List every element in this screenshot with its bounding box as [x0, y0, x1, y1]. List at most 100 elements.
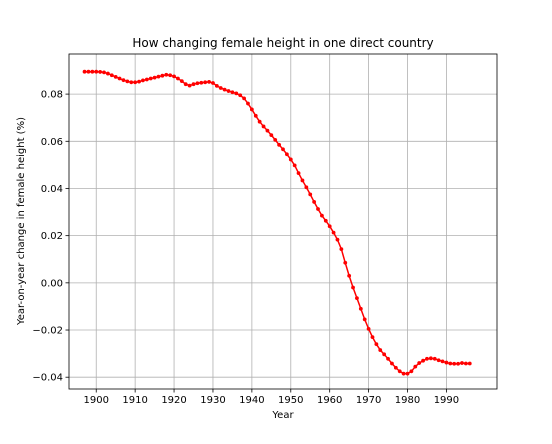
data-point: [257, 119, 262, 124]
data-point: [211, 81, 215, 85]
series-line: [84, 70, 470, 375]
data-point: [312, 200, 317, 204]
data-point: [425, 356, 429, 361]
data-point: [355, 296, 359, 301]
data-point: [222, 87, 227, 92]
data-point: [358, 306, 363, 311]
data-point: [238, 93, 243, 98]
data-point: [467, 361, 472, 366]
plot-frame: [68, 53, 498, 390]
data-point: [335, 237, 340, 242]
data-point: [273, 137, 278, 142]
x-tick-label: 1960: [317, 395, 342, 406]
data-point: [405, 371, 410, 376]
x-axis: 1900 1910 1920 1930 1940 1950 1960 1970 1980 1990: [84, 389, 459, 406]
data-point: [141, 78, 145, 83]
data-point: [234, 91, 239, 96]
data-point: [183, 82, 188, 87]
data-point: [339, 247, 344, 252]
data-point: [444, 360, 449, 365]
x-tick-label: 1910: [122, 395, 147, 406]
data-point: [90, 69, 95, 74]
data-point: [203, 80, 208, 85]
data-point: [320, 213, 324, 218]
data-point: [440, 359, 445, 364]
data-point: [187, 83, 192, 88]
data-point: [409, 369, 414, 374]
data-point: [374, 342, 379, 347]
data-point: [230, 90, 235, 95]
data-point: [331, 230, 336, 235]
data-point: [179, 79, 184, 84]
data-point: [393, 365, 398, 370]
data-point: [288, 157, 293, 162]
data-point: [432, 356, 437, 361]
data-point: [168, 73, 173, 78]
data-point: [351, 285, 355, 290]
data-point: [300, 178, 305, 183]
x-axis-label: Year: [271, 410, 294, 421]
data-point: [102, 70, 106, 75]
data-point: [176, 76, 180, 81]
x-tick-label: 1930: [200, 395, 225, 406]
y-tick-label: −0.02: [32, 326, 63, 337]
data-point: [428, 356, 433, 361]
data-point: [390, 361, 394, 366]
data-point: [218, 86, 223, 90]
data-point: [296, 171, 301, 176]
data-point: [413, 364, 418, 369]
data-point: [366, 326, 371, 331]
data-point: [421, 358, 425, 363]
data-point: [148, 76, 153, 81]
y-tick-label: 0.02: [41, 231, 63, 242]
y-tick-label: 0.08: [41, 90, 63, 101]
data-point: [281, 147, 285, 152]
data-point: [261, 124, 266, 129]
y-tick-label: 0.04: [41, 184, 63, 195]
data-point: [86, 69, 91, 74]
data-point: [386, 356, 390, 361]
x-tick-label: 1970: [356, 395, 381, 406]
data-point: [199, 80, 204, 85]
data-point: [246, 101, 250, 106]
data-point: [292, 163, 297, 168]
data-point: [195, 81, 200, 86]
data-point: [137, 79, 141, 84]
data-point: [448, 361, 453, 366]
data-point: [327, 224, 332, 229]
x-tick-label: 1950: [278, 395, 303, 406]
data-point: [133, 80, 138, 85]
data-point: [397, 369, 402, 374]
data-point: [277, 142, 282, 147]
data-point: [304, 185, 309, 190]
data-point: [253, 113, 258, 118]
data-point: [265, 128, 270, 133]
data-point: [125, 79, 130, 84]
data-point: [370, 335, 375, 339]
data-point: [121, 78, 126, 83]
data-point: [378, 348, 383, 352]
grid-lines: [69, 54, 497, 389]
x-tick-label: 1920: [161, 395, 186, 406]
data-point: [106, 71, 110, 76]
data-point: [323, 218, 328, 223]
data-point: [113, 74, 118, 79]
y-axis-label: Year-on-year change in female height (%): [16, 117, 27, 326]
data-point: [164, 72, 169, 77]
data-point: [452, 361, 457, 366]
series-markers: [82, 69, 472, 376]
data-point: [129, 80, 134, 85]
data-point: [207, 79, 211, 84]
x-tick-label: 1900: [84, 395, 109, 406]
data-point: [456, 361, 460, 366]
data-point: [347, 273, 352, 278]
data-point: [362, 317, 367, 322]
data-point: [226, 89, 231, 93]
data-point: [191, 82, 196, 87]
data-point: [98, 70, 103, 74]
data-point: [460, 361, 464, 365]
data-point: [117, 76, 122, 81]
data-point: [382, 352, 387, 357]
